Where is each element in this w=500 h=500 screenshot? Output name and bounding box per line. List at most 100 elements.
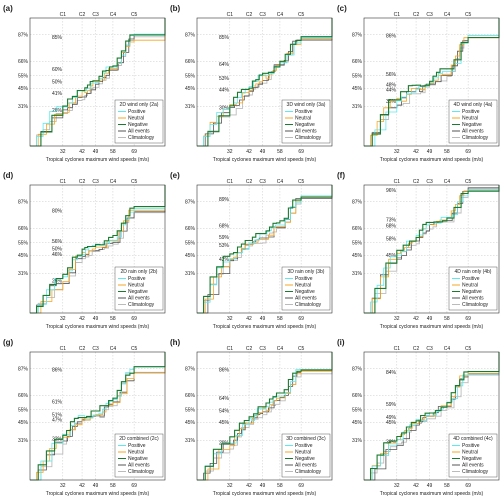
x-tick-label: 69 bbox=[298, 316, 304, 322]
category-tick-label: C2 bbox=[413, 346, 420, 352]
legend-title: 4D rain only (4b) bbox=[455, 269, 492, 275]
x-tick-label: 42 bbox=[246, 316, 252, 322]
series-line-negative bbox=[30, 185, 166, 314]
legend-entry: Positive bbox=[462, 443, 480, 449]
y-inner-label: 89% bbox=[219, 197, 230, 203]
category-tick-label: C4 bbox=[277, 346, 284, 352]
legend-entry: Positive bbox=[128, 443, 146, 449]
x-tick-label: 49 bbox=[427, 483, 433, 489]
y-inner-label: 28% bbox=[52, 108, 63, 114]
plot-frame bbox=[363, 17, 500, 147]
legend-entry: Positive bbox=[295, 443, 313, 449]
y-inner-label: 35% bbox=[386, 99, 397, 105]
panel-label: (f) bbox=[337, 171, 345, 180]
category-tick-label: C2 bbox=[79, 12, 86, 18]
panel-label: (b) bbox=[170, 4, 181, 13]
y-left-tick-label: 45% bbox=[185, 86, 196, 92]
x-tick-label: 49 bbox=[427, 316, 433, 322]
legend-box bbox=[448, 433, 498, 478]
y-left-tick-label: 31% bbox=[352, 438, 363, 444]
panel-g: (g) C1 32 C2 42 C3 49 C4 58 C5 69 87% 66% 55% 45% 31% 86… bbox=[3, 338, 166, 497]
category-tick-label: C5 bbox=[298, 346, 305, 352]
category-tick-label: C4 bbox=[444, 12, 451, 18]
y-left-tick-label: 55% bbox=[18, 407, 29, 413]
series-line-positive bbox=[364, 185, 500, 314]
plot-frame bbox=[29, 184, 166, 314]
x-tick-label: 49 bbox=[427, 149, 433, 155]
legend-box bbox=[114, 266, 164, 311]
y-inner-label: 84% bbox=[386, 370, 397, 376]
legend-entry: Neutral bbox=[295, 283, 311, 289]
legend-entry: Negative bbox=[295, 122, 315, 128]
legend-entry: All events bbox=[462, 463, 484, 469]
y-left-tick-label: 87% bbox=[185, 32, 196, 38]
legend-entry: Neutral bbox=[462, 283, 478, 289]
y-inner-label: 86% bbox=[52, 368, 63, 374]
legend-entry: Neutral bbox=[462, 116, 478, 122]
legend-entry: Negative bbox=[462, 456, 482, 462]
legend-box bbox=[448, 266, 498, 311]
category-tick-label: C4 bbox=[444, 179, 451, 185]
panel-h: (h) C1 32 C2 42 C3 49 C4 58 C5 69 87% 66% 55% 45% 31% 86… bbox=[170, 338, 333, 497]
legend-entry: Neutral bbox=[295, 116, 311, 122]
legend-title: 2D wind only (2a) bbox=[120, 102, 159, 108]
y-inner-label: 45% bbox=[386, 420, 397, 426]
y-inner-label: 47% bbox=[52, 418, 63, 424]
y-left-tick-label: 45% bbox=[352, 420, 363, 426]
y-inner-label: 96% bbox=[386, 188, 397, 194]
x-tick-label: 32 bbox=[60, 149, 66, 155]
legend-title: 2D combined (2c) bbox=[119, 436, 159, 442]
y-left-tick-label: 31% bbox=[352, 271, 363, 277]
y-left-tick-label: 87% bbox=[352, 32, 363, 38]
x-tick-label: 58 bbox=[444, 316, 450, 322]
x-axis-label: Tropical cyclones maximum wind speeds (m… bbox=[46, 491, 150, 497]
x-tick-label: 42 bbox=[413, 149, 419, 155]
category-tick-label: C3 bbox=[426, 179, 433, 185]
y-left-tick-label: 87% bbox=[352, 199, 363, 205]
legend-entry: Neutral bbox=[128, 116, 144, 122]
y-inner-label: 85% bbox=[219, 35, 230, 41]
x-axis-label: Tropical cyclones maximum wind speeds (m… bbox=[380, 324, 484, 330]
y-left-tick-label: 45% bbox=[352, 86, 363, 92]
y-inner-label: 73% bbox=[386, 217, 397, 223]
panel-d: (d) C1 32 C2 42 C3 49 C4 58 C5 69 87% 66% 55% 45% 31% 80… bbox=[3, 171, 166, 330]
y-left-tick-label: 45% bbox=[352, 253, 363, 259]
legend-entry: All events bbox=[295, 463, 317, 469]
x-tick-label: 69 bbox=[131, 483, 137, 489]
category-tick-label: C4 bbox=[110, 346, 117, 352]
panel-label: (c) bbox=[337, 4, 347, 13]
legend-entry: Neutral bbox=[462, 450, 478, 456]
y-inner-label: 86% bbox=[386, 34, 397, 40]
x-axis-label: Tropical cyclones maximum wind speeds (m… bbox=[380, 491, 484, 497]
y-left-tick-label: 55% bbox=[185, 73, 196, 79]
y-left-tick-label: 55% bbox=[352, 240, 363, 246]
y-left-tick-label: 55% bbox=[18, 73, 29, 79]
legend-title: 4D combined (4c) bbox=[453, 436, 493, 442]
panel-b: (b) C1 32 C2 42 C3 49 C4 58 C5 69 87% 66% 55% 45% 31% 85… bbox=[170, 4, 333, 163]
y-inner-label: 30% bbox=[386, 439, 397, 445]
legend-entry: Negative bbox=[128, 289, 148, 295]
category-tick-label: C1 bbox=[227, 179, 234, 185]
x-tick-label: 49 bbox=[260, 483, 266, 489]
legend-title: 3D wind only (3a) bbox=[287, 102, 326, 108]
x-axis-label: Tropical cyclones maximum wind speeds (m… bbox=[380, 157, 484, 163]
series-line-positive bbox=[30, 18, 166, 147]
y-left-tick-label: 66% bbox=[352, 393, 363, 399]
legend-entry: Positive bbox=[462, 109, 480, 115]
category-tick-label: C3 bbox=[92, 12, 99, 18]
series-line-positive bbox=[197, 185, 333, 314]
y-inner-label: 59% bbox=[386, 402, 397, 408]
y-left-tick-label: 87% bbox=[18, 366, 29, 372]
y-inner-label: 68% bbox=[219, 224, 230, 230]
x-tick-label: 58 bbox=[277, 483, 283, 489]
panel-label: (d) bbox=[3, 171, 14, 180]
y-left-tick-label: 87% bbox=[185, 199, 196, 205]
category-tick-label: C5 bbox=[298, 12, 305, 18]
category-tick-label: C3 bbox=[92, 346, 99, 352]
category-tick-label: C4 bbox=[110, 12, 117, 18]
panel-c: (c) C1 32 C2 42 C3 49 C4 58 C5 69 87% 66% 55% 45% 31% 86… bbox=[337, 4, 500, 163]
y-inner-label: 44% bbox=[386, 87, 397, 93]
legend-entry: Neutral bbox=[295, 450, 311, 456]
y-inner-label: 68% bbox=[386, 224, 397, 230]
y-inner-label: 58% bbox=[386, 236, 397, 242]
